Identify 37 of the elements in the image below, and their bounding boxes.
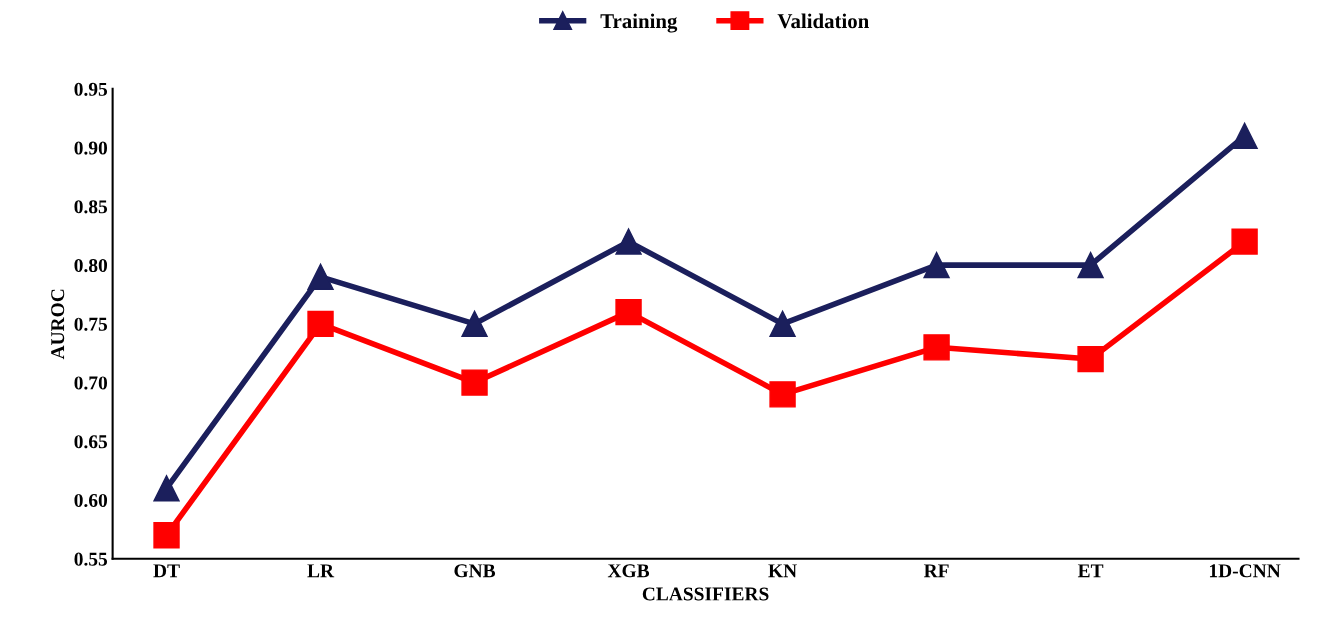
x-tick-label: RF <box>923 564 949 578</box>
y-tick-label: 0.60 <box>74 493 108 508</box>
y-tick-label: 0.75 <box>74 317 108 331</box>
y-tick-label: 0.95 <box>74 82 108 96</box>
point <box>153 475 180 502</box>
point <box>461 369 488 396</box>
x-tick-label: GNB <box>454 564 496 578</box>
point <box>1231 228 1258 255</box>
point <box>615 228 642 255</box>
legend-label: Training <box>600 13 678 33</box>
y-tick-label: 0.65 <box>74 435 108 449</box>
point <box>307 310 334 338</box>
x-tick-label: 1D-CNN <box>1209 564 1281 578</box>
x-tick-label: DT <box>153 564 180 578</box>
point <box>769 310 796 338</box>
y-tick-label: 0.70 <box>74 376 108 390</box>
x-tick-label: ET <box>1077 564 1104 578</box>
point <box>461 310 488 338</box>
point <box>307 263 334 291</box>
y-tick-label: 0.85 <box>74 200 108 214</box>
x-tick-label: XGB <box>607 564 650 578</box>
point <box>153 522 180 549</box>
x-tick-label: LR <box>307 564 335 578</box>
y-tick-label: 0.80 <box>74 258 108 273</box>
point <box>1077 251 1104 279</box>
point <box>923 251 950 279</box>
point <box>1231 122 1258 150</box>
legend-label: Validation <box>777 13 869 29</box>
x-tick-label: KN <box>768 564 797 578</box>
x-axis-title: CLASSIFIERS <box>642 587 769 601</box>
y-tick-label: 0.90 <box>74 141 108 155</box>
point <box>615 298 642 326</box>
point <box>923 334 950 361</box>
point <box>1077 345 1104 373</box>
point <box>769 381 796 408</box>
y-tick-label: 0.55 <box>74 552 108 566</box>
y-axis-title: AUROC <box>51 289 65 360</box>
